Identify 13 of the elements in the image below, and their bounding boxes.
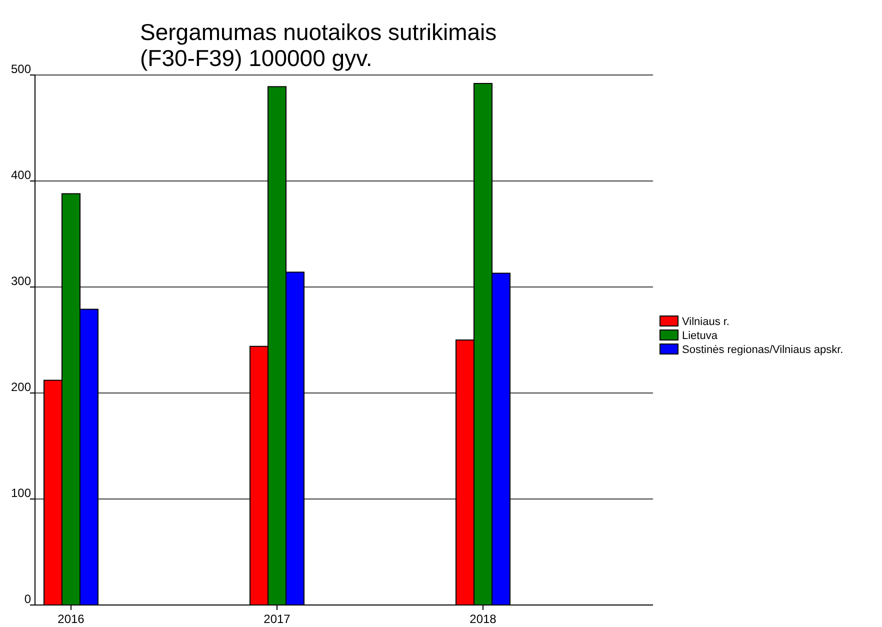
x-tick-label: 2017 xyxy=(264,612,291,626)
chart-title: Sergamumas nuotaikos sutrikimais (F30-F39) 100000 gyv. xyxy=(140,19,497,71)
y-tick-label: 0 xyxy=(24,592,32,606)
y-tick-label: 300 xyxy=(10,274,32,288)
y-tick-label: 100 xyxy=(10,486,32,500)
y-tick-label: 400 xyxy=(10,168,32,182)
legend-label: Sostinės regionas/Vilniaus apskr. xyxy=(682,344,844,356)
x-tick-label: 2016 xyxy=(58,612,85,626)
legend-label: Vilniaus r. xyxy=(682,316,730,328)
y-tick-label: 500 xyxy=(10,62,32,76)
y-tick-label: 200 xyxy=(10,380,32,394)
legend-label: Lietuva xyxy=(682,330,718,342)
x-tick-label: 2018 xyxy=(470,612,497,626)
